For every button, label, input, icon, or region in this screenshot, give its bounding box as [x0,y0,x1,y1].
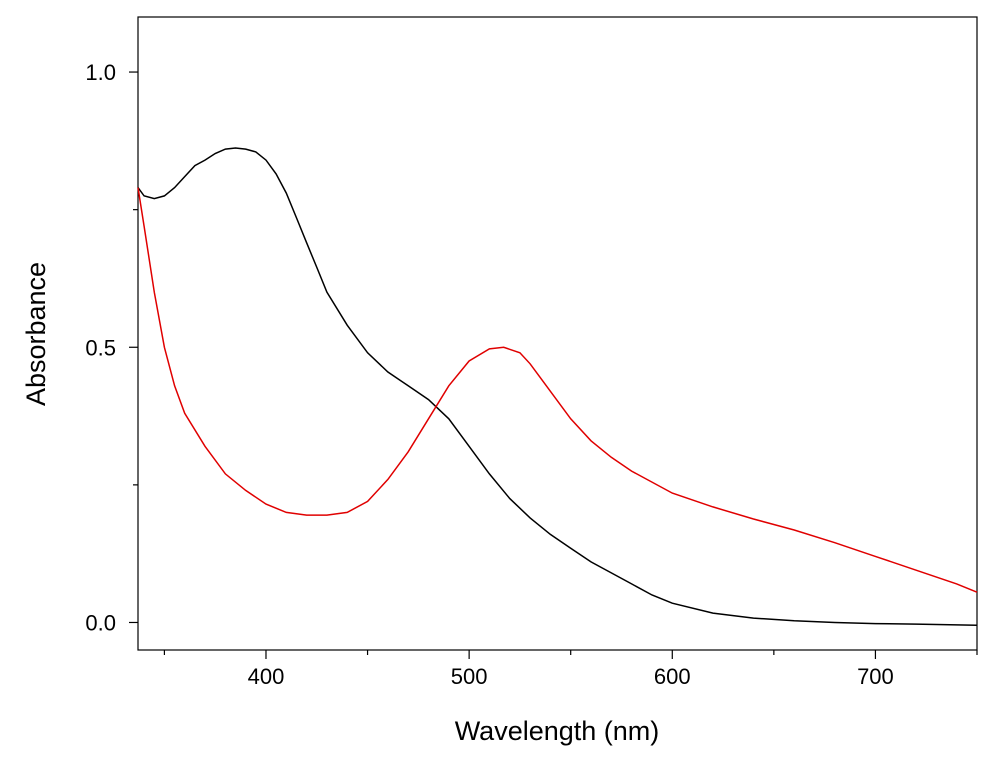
x-axis-label: Wavelength (nm) [455,716,660,746]
y-axis-label: Absorbance [21,262,51,406]
x-tick-label: 400 [248,664,285,689]
series-line-red [137,187,978,593]
series-line-black [137,147,978,626]
x-tick-label: 600 [654,664,691,689]
y-tick-label: 0.0 [85,610,116,635]
plot-frame [137,16,978,651]
x-tick-label: 700 [857,664,894,689]
y-tick-label: 0.5 [85,335,116,360]
y-axis: 0.0 0.5 1.0 [85,60,138,635]
series-layer [137,147,978,626]
x-axis: 400 500 600 700 [163,650,978,689]
y-tick-label: 1.0 [85,60,116,85]
x-tick-label: 500 [451,664,488,689]
